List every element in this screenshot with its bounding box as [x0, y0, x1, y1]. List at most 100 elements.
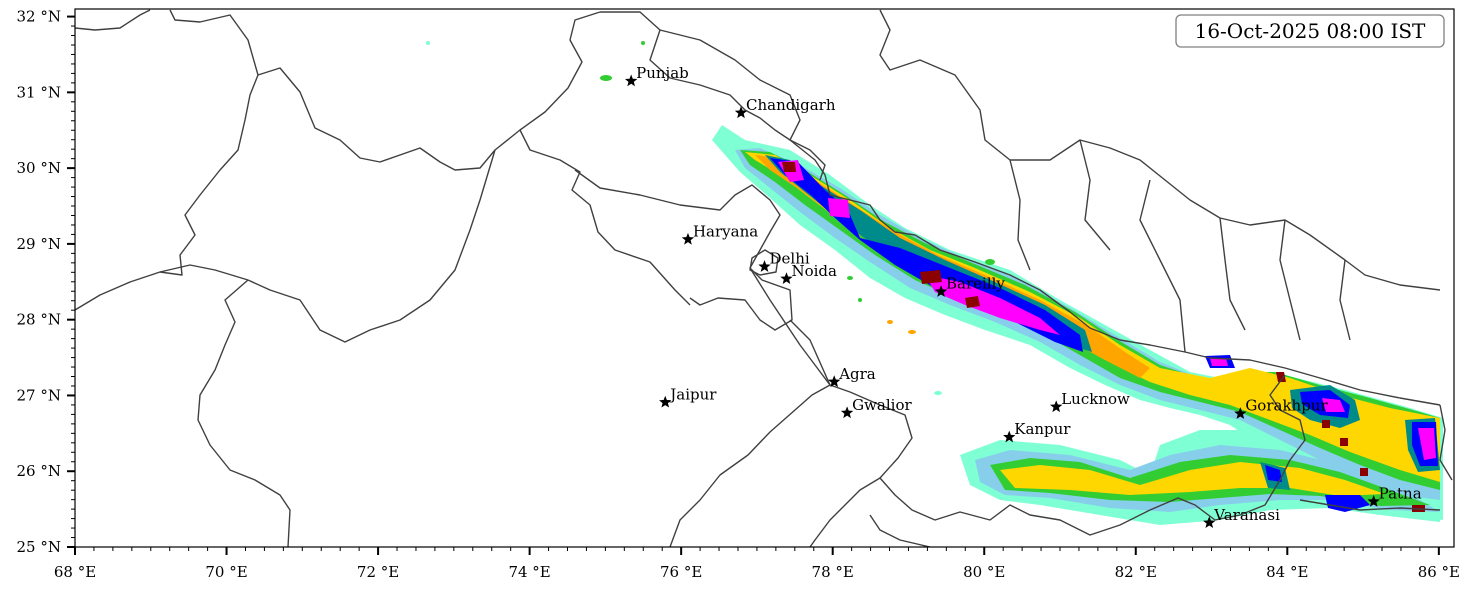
city-label: Kanpur — [1014, 420, 1071, 438]
star-icon — [1050, 400, 1063, 413]
city-label: Punjab — [636, 64, 689, 82]
star-icon — [659, 395, 672, 408]
star-icon — [624, 74, 638, 87]
star-icon — [828, 375, 841, 388]
city-marker-agra: Agra — [828, 365, 876, 388]
city-label: Varanasi — [1213, 506, 1280, 524]
city-marker-punjab: Punjab — [624, 64, 689, 87]
star-icon — [1203, 516, 1216, 529]
timestamp-text: 16-Oct-2025 08:00 IST — [1195, 19, 1426, 43]
lat-tick-label: 26 °N — [17, 462, 61, 480]
lon-tick-label: 78 °E — [812, 563, 854, 581]
city-label: Patna — [1379, 485, 1422, 503]
rain-speck-9 — [985, 259, 995, 265]
border-china — [879, 9, 1441, 291]
lat-tick-label: 28 °N — [17, 311, 61, 329]
city-marker-lucknow: Lucknow — [1050, 390, 1130, 413]
border-delhi — [749, 249, 779, 276]
city-marker-haryana: Haryana — [681, 222, 758, 245]
precipitation-layer — [426, 41, 1443, 525]
city-label: Agra — [838, 365, 876, 383]
border-afg-pak — [75, 9, 521, 171]
lat-tick-label: 25 °N — [17, 538, 61, 556]
border-mp-south — [809, 477, 931, 547]
boundary-layer — [75, 9, 1453, 547]
timestamp-frame — [1175, 14, 1445, 48]
plot-frame — [74, 8, 1455, 548]
timestamp-box: 16-Oct-2025 08:00 IST — [1175, 14, 1445, 48]
star-icon — [1367, 495, 1380, 507]
city-label: Bareilly — [946, 275, 1005, 293]
border-up-mp — [789, 319, 1241, 536]
axis-group: 68 °E 70 °E 72 °E 74 °E 76 °E 78 °E 80 °E 82 °E… — [17, 8, 1460, 581]
border-sindh-baloch — [197, 279, 291, 547]
border-punjab-india — [600, 11, 791, 141]
rain-cell-east-level6 — [1260, 385, 1440, 490]
city-marker-delhi: Delhi — [758, 250, 810, 272]
rain-speck-5 — [858, 298, 862, 302]
rain-speck-8 — [934, 391, 942, 395]
rain-speck-3 — [426, 41, 430, 45]
rain-speck-4 — [847, 276, 853, 280]
city-marker-chandigarh: Chandigarh — [734, 96, 836, 119]
city-marker-varanasi: Varanasi — [1203, 506, 1280, 529]
lon-tick-label: 84 °E — [1266, 563, 1308, 581]
lat-tick-label: 31 °N — [17, 83, 61, 101]
city-label: Delhi — [770, 250, 810, 268]
border-uttarakhand — [789, 139, 916, 236]
city-marker-bareilly: Bareilly — [934, 275, 1005, 297]
city-marker-kanpur: Kanpur — [1003, 420, 1071, 443]
city-label: Gorakhpur — [1245, 397, 1328, 415]
border-himachal — [659, 29, 826, 181]
lon-tick-label: 76 °E — [660, 563, 702, 581]
rain-speck-2 — [641, 41, 645, 45]
border-india-pakistan — [519, 11, 691, 306]
star-icon — [1003, 430, 1016, 443]
border-rajasthan-mp — [669, 267, 831, 547]
lat-tick-label: 27 °N — [17, 386, 61, 404]
border-nepal-south — [914, 234, 1441, 406]
city-label: Noida — [791, 262, 837, 280]
border-bengal — [1439, 404, 1453, 481]
star-icon — [734, 106, 748, 119]
border-sindh-punjab — [247, 149, 496, 343]
lon-tick-label: 82 °E — [1115, 563, 1157, 581]
star-icon — [934, 285, 948, 297]
star-icon — [1234, 407, 1247, 419]
border-baloch-kpk — [159, 264, 249, 281]
rain-speck-7 — [908, 330, 916, 334]
city-marker-jaipur: Jaipur — [659, 385, 717, 408]
rain-band-main-level9 — [782, 162, 980, 308]
star-icon — [780, 272, 793, 285]
city-label: Lucknow — [1061, 390, 1130, 408]
lon-tick-label: 70 °E — [205, 563, 247, 581]
star-icon — [758, 260, 771, 272]
city-marker-gwalior: Gwalior — [840, 396, 912, 419]
border-iran-pak — [75, 74, 259, 311]
border-up-bihar — [1239, 374, 1306, 516]
rain-speck-6 — [887, 320, 893, 324]
border-haryana — [574, 169, 793, 331]
city-label: Chandigarh — [746, 96, 836, 114]
rain-band-main-level8 — [778, 160, 1060, 335]
rain-speck-1 — [600, 75, 612, 81]
lon-tick-label: 74 °E — [508, 563, 550, 581]
border-nepal-internal — [1009, 139, 1351, 353]
lat-tick-label: 29 °N — [17, 235, 61, 253]
lat-tick-label: 30 °N — [17, 159, 61, 177]
city-label: Haryana — [693, 222, 758, 240]
city-label: Gwalior — [852, 396, 912, 414]
lon-tick-label: 68 °E — [54, 563, 96, 581]
rain-band-main-level4 — [745, 152, 1440, 482]
city-marker-noida: Noida — [780, 262, 837, 285]
border-bihar-south — [1299, 499, 1441, 511]
city-marker-patna: Patna — [1367, 485, 1422, 507]
city-marker-gorakhpur: Gorakhpur — [1234, 397, 1328, 419]
city-label: Jaipur — [668, 385, 717, 403]
lon-tick-label: 86 °E — [1418, 563, 1460, 581]
lon-tick-label: 72 °E — [357, 563, 399, 581]
star-icon — [681, 232, 695, 245]
